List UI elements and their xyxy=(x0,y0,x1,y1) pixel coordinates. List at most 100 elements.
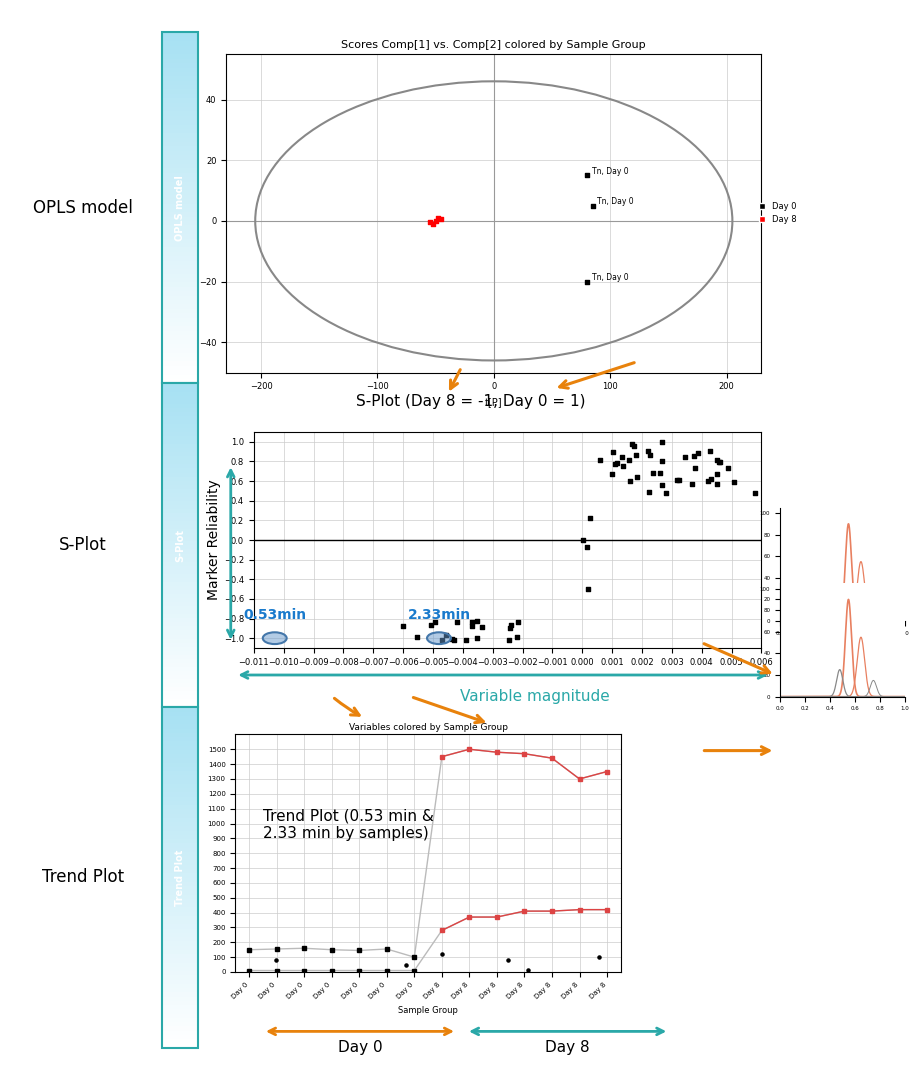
Text: Tn, Day 0: Tn, Day 0 xyxy=(592,166,629,176)
Point xyxy=(509,629,524,646)
Point xyxy=(410,629,425,646)
Text: OPLS model: OPLS model xyxy=(175,175,185,241)
Point xyxy=(605,465,619,483)
Text: Trend Plot: Trend Plot xyxy=(175,849,185,906)
Text: Day 8: Day 8 xyxy=(545,1040,590,1055)
Point xyxy=(616,458,630,475)
Title: Variables colored by Sample Group: Variables colored by Sample Group xyxy=(349,724,508,732)
Point xyxy=(688,459,702,476)
Point xyxy=(641,483,656,500)
Point xyxy=(423,214,438,231)
Point xyxy=(654,476,669,494)
Point xyxy=(627,437,641,455)
Point xyxy=(434,211,449,228)
Point xyxy=(685,475,700,492)
Point xyxy=(465,618,480,635)
Y-axis label: t[O]P: t[O]P xyxy=(184,201,193,226)
Point xyxy=(399,957,414,974)
Legend: Day 0, Day 8: Day 0, Day 8 xyxy=(756,199,800,228)
Text: OPLS model: OPLS model xyxy=(33,199,133,217)
Point xyxy=(629,468,644,485)
Point xyxy=(609,455,624,472)
Point xyxy=(690,444,705,461)
Point xyxy=(447,631,462,648)
Text: S-Plot: S-Plot xyxy=(175,529,185,562)
Point xyxy=(470,629,485,646)
Text: S-Plot (Day 8 = -1, Day 0 = 1): S-Plot (Day 8 = -1, Day 0 = 1) xyxy=(356,394,585,409)
Point xyxy=(521,961,535,978)
Point xyxy=(581,580,595,597)
Point xyxy=(585,197,600,214)
Point xyxy=(646,464,661,482)
Point xyxy=(606,443,621,460)
Point xyxy=(629,446,643,463)
Point xyxy=(727,473,742,490)
Point xyxy=(500,951,515,969)
Point xyxy=(748,485,762,502)
Text: Trend Plot (0.53 min &
2.33 min by samples): Trend Plot (0.53 min & 2.33 min by sampl… xyxy=(263,809,434,841)
Point xyxy=(621,451,636,469)
Text: 2.33min: 2.33min xyxy=(407,608,471,622)
Text: 0.53min: 0.53min xyxy=(243,608,306,622)
Point xyxy=(653,464,667,482)
Point xyxy=(654,453,669,470)
Point xyxy=(721,459,736,476)
Point xyxy=(672,471,687,488)
Point xyxy=(710,475,725,492)
Point xyxy=(503,619,518,636)
Point xyxy=(435,631,450,648)
Point xyxy=(654,434,669,451)
Ellipse shape xyxy=(427,632,451,644)
Point xyxy=(669,472,684,489)
Point xyxy=(625,435,640,453)
Text: S-Plot: S-Plot xyxy=(59,537,107,554)
Point xyxy=(702,442,717,459)
Text: Tn, Day 0: Tn, Day 0 xyxy=(592,273,629,282)
Point xyxy=(501,631,516,648)
Point xyxy=(470,612,485,630)
Title: Scores Comp[1] vs. Comp[2] colored by Sample Group: Scores Comp[1] vs. Comp[2] colored by Sa… xyxy=(342,40,646,51)
Point xyxy=(677,448,692,465)
Point xyxy=(687,447,701,464)
Point xyxy=(504,617,519,634)
Point xyxy=(642,447,657,464)
Point xyxy=(270,951,284,969)
Point xyxy=(593,451,607,469)
Point xyxy=(608,456,623,473)
Point xyxy=(580,166,594,184)
Point xyxy=(430,210,445,227)
Point xyxy=(435,945,450,962)
Point xyxy=(659,485,674,502)
Point xyxy=(615,448,629,465)
Point xyxy=(438,626,453,644)
Point xyxy=(641,443,655,460)
X-axis label: t[P]: t[P] xyxy=(485,396,503,407)
Point xyxy=(713,453,728,470)
Text: Day 0: Day 0 xyxy=(338,1040,382,1055)
Point xyxy=(445,631,460,648)
Point xyxy=(428,613,443,631)
Point xyxy=(710,465,725,483)
Point xyxy=(396,618,411,635)
Point xyxy=(701,473,715,490)
Point xyxy=(582,510,597,527)
Point xyxy=(511,613,526,631)
Point xyxy=(580,273,594,291)
Y-axis label: Marker Reliability: Marker Reliability xyxy=(207,480,222,600)
Point xyxy=(592,948,606,966)
Point xyxy=(622,473,637,490)
Point xyxy=(424,617,438,634)
Text: Variable magnitude: Variable magnitude xyxy=(461,689,610,704)
Point xyxy=(450,613,464,631)
Point xyxy=(475,618,490,635)
Ellipse shape xyxy=(263,632,287,644)
Point xyxy=(464,613,479,631)
Text: Trend Plot: Trend Plot xyxy=(42,868,124,887)
Point xyxy=(576,531,591,549)
Point xyxy=(703,471,718,488)
Point xyxy=(710,451,725,469)
Point xyxy=(459,631,473,648)
Point xyxy=(426,215,440,232)
Point xyxy=(428,213,443,230)
Point xyxy=(580,538,594,555)
